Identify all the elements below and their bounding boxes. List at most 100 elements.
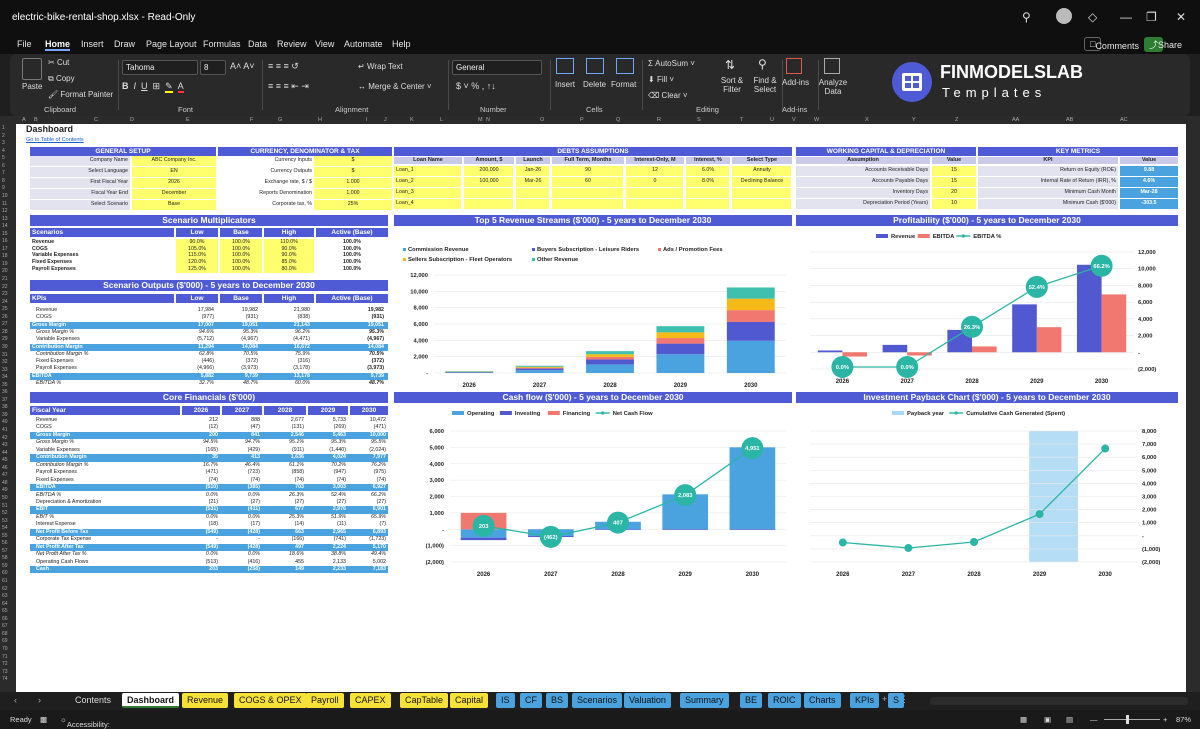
debts-cell-bg[interactable] — [552, 188, 623, 198]
sheet-tab[interactable]: Contents — [70, 693, 117, 708]
macro-icon[interactable]: ▩ — [40, 715, 48, 724]
delete-button[interactable]: Delete — [583, 80, 607, 89]
align-icons-2[interactable]: ≡ ≡ ≡ ⇤ ⇥ — [268, 81, 309, 91]
row-header[interactable]: 61 — [2, 578, 8, 584]
column-header[interactable]: Y — [912, 117, 916, 123]
row-header[interactable]: 28 — [2, 328, 8, 335]
row-header[interactable]: 35 — [2, 381, 8, 388]
column-header[interactable]: AB — [1066, 117, 1074, 123]
currency-value-cell[interactable] — [314, 167, 392, 177]
accessibility-status[interactable]: ☼ Accessibility: Investigate — [60, 715, 110, 729]
row-header[interactable]: 54 — [2, 525, 8, 532]
sheet-tab[interactable]: Dashboard — [122, 693, 180, 708]
column-header[interactable]: Q — [616, 117, 621, 123]
general-value-cell[interactable] — [132, 200, 216, 210]
number-format-select[interactable]: General — [452, 60, 542, 75]
column-header[interactable]: I — [366, 117, 368, 123]
row-header[interactable]: 2 — [2, 132, 5, 139]
menu-view[interactable]: View — [315, 39, 335, 49]
multip-cell-bg[interactable] — [220, 266, 262, 273]
row-header[interactable]: 59 — [2, 562, 8, 569]
row-header[interactable]: 73 — [2, 668, 8, 675]
row-header[interactable]: 64 — [2, 600, 8, 607]
row-header[interactable]: 45 — [2, 457, 8, 464]
row-header[interactable]: 71 — [2, 653, 8, 660]
column-header[interactable]: H — [318, 117, 322, 123]
share-button[interactable]: ⤴ Share — [1144, 37, 1182, 52]
sheet-tab[interactable]: COGS & OPEX — [234, 693, 307, 708]
column-header[interactable]: T — [740, 117, 744, 123]
multip-cell-bg[interactable] — [176, 239, 218, 246]
format-cells-icon[interactable] — [616, 58, 634, 74]
debts-cell-bg[interactable] — [516, 166, 549, 176]
sheet-tab[interactable]: Capital — [450, 693, 489, 708]
clear-button[interactable]: ⌫ Clear ˅ — [648, 91, 688, 100]
row-header[interactable]: 57 — [2, 547, 8, 554]
column-header[interactable]: C — [94, 117, 98, 123]
debts-cell-bg[interactable] — [552, 166, 623, 176]
diamond-icon[interactable]: ◇ — [1088, 10, 1098, 24]
row-header[interactable]: 67 — [2, 623, 8, 630]
format-button[interactable]: Format — [611, 80, 637, 89]
column-header[interactable]: AA — [1012, 117, 1020, 123]
debts-cell-bg[interactable] — [732, 166, 791, 176]
sheet-tab[interactable]: BE — [740, 693, 763, 708]
sheet-tab[interactable]: Summary — [680, 693, 729, 708]
merge-center-button[interactable]: ↔ Merge & Center ˅ — [358, 82, 432, 91]
zoom-slider[interactable] — [1104, 719, 1160, 720]
tab-scroll-right-icon[interactable]: › — [38, 695, 41, 705]
debts-cell-bg[interactable] — [516, 177, 549, 187]
debts-cell-bg[interactable] — [464, 177, 513, 187]
debts-cell-bg[interactable] — [626, 177, 683, 187]
row-header[interactable]: 70 — [2, 645, 8, 652]
sheet-tab[interactable]: BS — [546, 693, 569, 708]
column-header[interactable]: L — [440, 117, 444, 123]
row-header[interactable]: 11 — [2, 200, 8, 207]
row-header[interactable]: 7 — [2, 170, 5, 177]
debts-cell-bg[interactable] — [686, 177, 729, 187]
row-header[interactable]: 48 — [2, 479, 8, 486]
row-header[interactable]: 46 — [2, 464, 8, 471]
row-header[interactable]: 20 — [2, 268, 8, 275]
row-header[interactable]: 32 — [2, 359, 8, 366]
row-header[interactable]: 23 — [2, 291, 8, 298]
row-header[interactable]: 74 — [2, 676, 8, 683]
debts-cell-bg[interactable] — [552, 177, 623, 187]
normal-view-icon[interactable]: ▦ — [1020, 715, 1028, 724]
multip-cell-bg[interactable] — [264, 266, 314, 273]
column-header[interactable]: G — [278, 117, 283, 123]
row-header[interactable]: 22 — [2, 283, 8, 290]
multip-cell-bg[interactable] — [220, 245, 262, 253]
multip-cell-bg[interactable] — [264, 259, 314, 267]
sheet-tab[interactable]: Valuation — [624, 693, 671, 708]
column-header[interactable]: K — [410, 117, 414, 123]
row-header[interactable]: 50 — [2, 494, 8, 501]
multip-cell-bg[interactable] — [220, 252, 262, 260]
addins-button[interactable]: Add-ins — [782, 78, 810, 87]
row-header[interactable]: 68 — [2, 630, 8, 637]
multip-cell-bg[interactable] — [264, 252, 314, 260]
row-header[interactable]: 72 — [2, 661, 8, 668]
row-header[interactable]: 26 — [2, 313, 8, 320]
search-icon[interactable]: ⚲ — [1022, 10, 1031, 24]
cut-button[interactable]: ✂ Cut — [48, 58, 70, 67]
column-header[interactable]: W — [814, 117, 820, 123]
font-size-select[interactable]: 8 — [200, 60, 226, 75]
currency-value-cell[interactable] — [314, 200, 392, 210]
zoom-out-icon[interactable]: — — [1090, 715, 1098, 724]
debts-cell-bg[interactable] — [464, 199, 513, 209]
column-header[interactable]: AC — [1120, 117, 1128, 123]
row-header[interactable]: 29 — [2, 336, 8, 343]
row-header[interactable]: 51 — [2, 502, 8, 509]
row-header[interactable]: 36 — [2, 389, 8, 396]
row-header[interactable]: 27 — [2, 321, 8, 328]
column-header[interactable]: B — [34, 117, 38, 123]
row-header[interactable]: 8 — [2, 177, 5, 184]
minimize-icon[interactable]: — — [1120, 10, 1132, 24]
page-break-icon[interactable]: ▤ — [1066, 715, 1074, 724]
row-header[interactable]: 21 — [2, 276, 8, 282]
add-sheet-icon[interactable]: + — [882, 694, 888, 704]
sort-filter-button[interactable]: Sort & Filter — [720, 76, 744, 94]
column-header[interactable]: X — [865, 117, 869, 123]
row-header[interactable]: 44 — [2, 449, 8, 456]
